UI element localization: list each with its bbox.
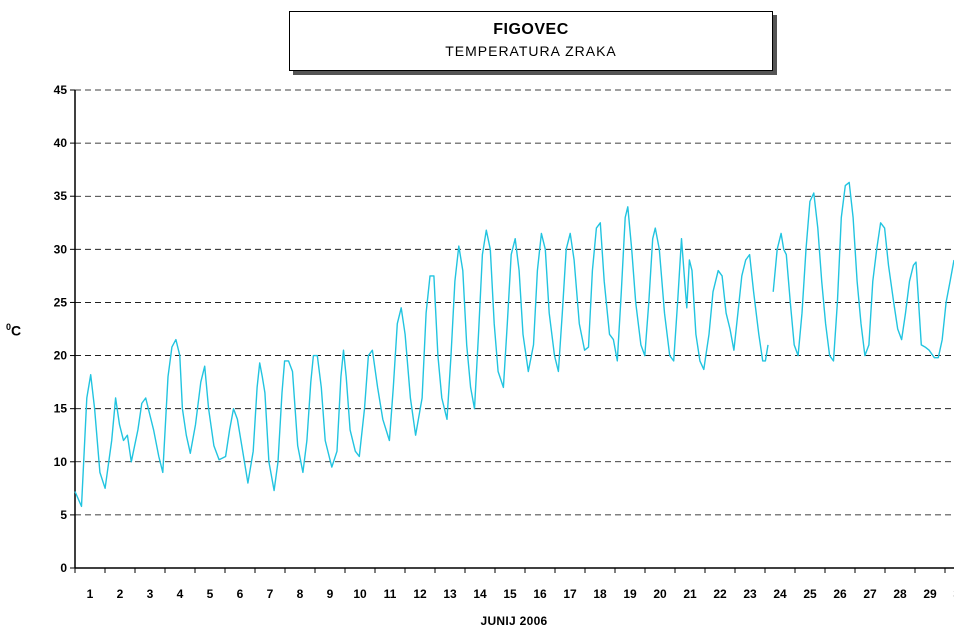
x-tick-label: 24 [773, 587, 787, 601]
temperature-line-segment-1 [74, 206, 769, 508]
x-tick-label: 9 [327, 587, 334, 601]
grid-lines [75, 89, 954, 516]
y-tick-label: 5 [60, 508, 67, 522]
x-tick-label: 20 [653, 587, 667, 601]
y-tick-label: 45 [54, 83, 68, 97]
y-tick-label: 30 [54, 242, 68, 256]
x-tick-label: 16 [533, 587, 547, 601]
x-tick-label: 18 [593, 587, 607, 601]
chart-subtitle: TEMPERATURA ZRAKA [445, 43, 617, 59]
x-axis-label: JUNIJ 2006 [480, 614, 548, 628]
x-tick-label: 17 [563, 587, 577, 601]
y-tick-label: 15 [54, 402, 68, 416]
y-tick-label: 10 [54, 455, 68, 469]
chart-title: FIGOVEC [493, 21, 569, 38]
x-tick-label: 11 [384, 587, 397, 601]
x-tick-label: 23 [743, 587, 757, 601]
x-tick-label: 25 [803, 587, 817, 601]
temperature-series [74, 181, 954, 508]
x-tick-label: 1 [87, 587, 94, 601]
chart-title-box: FIGOVEC TEMPERATURA ZRAKA [289, 11, 773, 71]
x-tick-label: 15 [503, 587, 517, 601]
y-axis-label: 0C [6, 322, 36, 339]
x-tick-label: 10 [353, 587, 367, 601]
x-tick-label: 7 [267, 587, 274, 601]
x-tick-label: 21 [683, 587, 697, 601]
x-axis-ticks: 1 2 3 4 5 6 7 8 9 10 11 12 13 14 15 16 17 18 19 20 21 22 23 24 2… [74, 568, 954, 601]
x-tick-label: 14 [473, 587, 487, 601]
y-tick-label: 35 [54, 189, 68, 203]
x-tick-label: 6 [237, 587, 244, 601]
x-tick-label: 27 [863, 587, 877, 601]
y-tick-label: 20 [54, 349, 68, 363]
y-tick-label: 40 [54, 136, 68, 150]
x-tick-label: 2 [117, 587, 124, 601]
x-tick-label: 4 [177, 587, 184, 601]
y-tick-label: 25 [54, 295, 68, 309]
x-tick-label: 22 [713, 587, 727, 601]
x-tick-label: 3 [147, 587, 154, 601]
x-tick-label: 8 [297, 587, 304, 601]
x-tick-label: 13 [443, 587, 457, 601]
y-axis-label-superscript: 0 [6, 322, 12, 332]
y-axis-ticks: 0 5 10 15 20 25 30 35 40 45 [54, 83, 75, 575]
x-tick-label: 12 [413, 587, 427, 601]
x-tick-label: 29 [923, 587, 937, 601]
x-tick-label: 28 [893, 587, 907, 601]
x-tick-label: 5 [207, 587, 214, 601]
y-tick-label: 0 [60, 561, 67, 575]
x-tick-label: 26 [833, 587, 847, 601]
x-tick-label: 19 [623, 587, 637, 601]
y-axis-label-unit: C [11, 322, 22, 339]
temperature-line-segment-2 [772, 181, 954, 362]
